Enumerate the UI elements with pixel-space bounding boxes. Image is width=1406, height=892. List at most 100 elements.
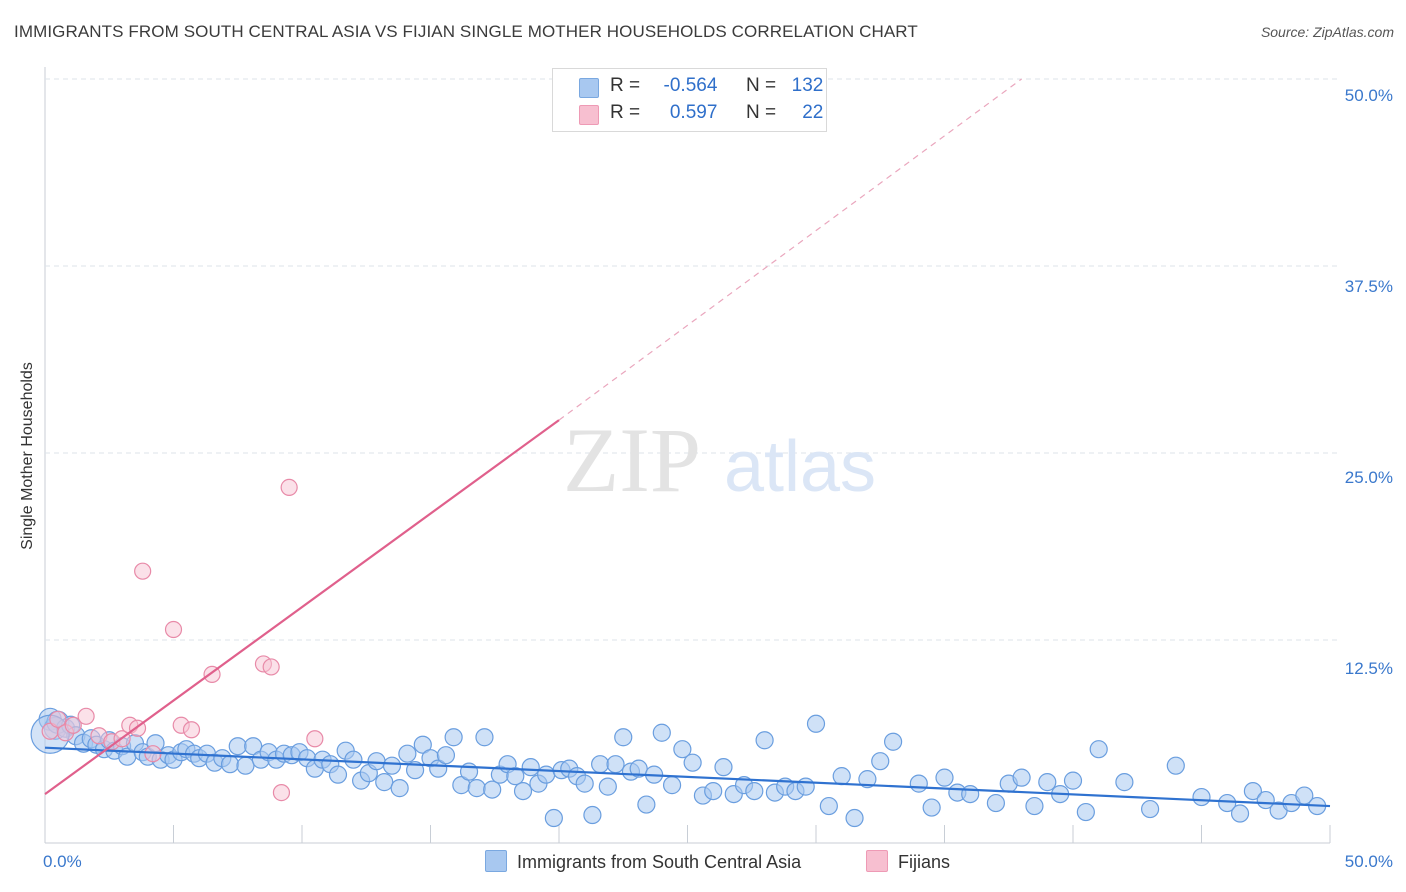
legend-r-label-2: R = — [610, 102, 641, 123]
blue-point — [413, 735, 432, 754]
blue-point — [591, 755, 610, 774]
legend-n-label-2: N = — [745, 102, 777, 123]
x-tick-label-50: 50.0% — [1344, 852, 1393, 871]
blue-point — [1166, 756, 1185, 775]
pink-point — [134, 562, 152, 580]
blue-point — [1115, 773, 1134, 792]
blue-point — [236, 756, 255, 775]
blue-point — [845, 808, 864, 828]
y-tick-label-25: 25.0% — [1344, 468, 1393, 487]
blue-point — [513, 781, 533, 801]
y-tick-label-37-5: 37.5% — [1344, 277, 1393, 296]
blue-point — [521, 758, 540, 777]
bottom-legend-series1: Immigrants from South Central Asia — [485, 850, 801, 873]
blue-point — [819, 796, 838, 816]
pink-point — [64, 716, 82, 734]
blue-point — [883, 732, 903, 751]
pink-point — [164, 620, 183, 639]
correlation-legend: R = -0.564 N = 132 R = 0.597 N = 22 — [552, 68, 827, 132]
watermark-atlas: atlas — [724, 427, 876, 507]
pink-point — [280, 478, 298, 497]
blue-point — [961, 784, 980, 804]
pink-trend-line — [44, 419, 560, 795]
blue-point — [328, 765, 348, 784]
blue-point — [598, 777, 617, 796]
bottom-legend-swatch-blue — [485, 850, 507, 872]
watermark-zip: ZIP — [563, 409, 701, 511]
bottom-legend-series2: Fijians — [866, 850, 950, 873]
pink-point — [49, 710, 67, 728]
blue-point — [390, 779, 409, 798]
source-label: Source: ZipAtlas.com — [1260, 24, 1394, 40]
blue-point — [806, 714, 826, 733]
pink-point — [272, 783, 291, 802]
blue-point — [444, 728, 463, 747]
blue-point — [858, 770, 877, 789]
blue-point — [909, 774, 928, 793]
blue-point — [606, 755, 625, 774]
legend-n-value-blue: 132 — [791, 75, 824, 96]
legend-n-value-pink: 22 — [802, 102, 824, 123]
blue-point — [871, 752, 890, 771]
blue-point — [1038, 773, 1057, 792]
legend-r-value-blue: -0.564 — [663, 75, 718, 96]
blue-point — [575, 774, 594, 793]
blue-point — [652, 723, 671, 742]
blue-point — [745, 781, 764, 801]
legend-swatch-blue — [579, 78, 599, 98]
blue-point — [832, 767, 851, 786]
blue-point — [1140, 799, 1160, 819]
blue-point — [1192, 787, 1211, 807]
legend-swatch-pink — [579, 105, 599, 125]
pink-point — [77, 707, 95, 725]
blue-point — [537, 765, 556, 784]
blue-point — [506, 767, 525, 786]
blue-point — [1012, 768, 1031, 787]
blue-point — [398, 744, 417, 763]
blue-point — [714, 758, 733, 777]
blue-point — [704, 781, 723, 801]
blue-point — [673, 740, 692, 759]
blue-point — [344, 750, 363, 769]
blue-point — [405, 761, 425, 780]
blue-point — [755, 731, 774, 750]
blue-point — [637, 795, 656, 814]
blue-point — [629, 759, 648, 778]
blue-point — [796, 777, 815, 796]
blue-point — [935, 768, 954, 787]
y-tick-label-50: 50.0% — [1344, 86, 1393, 105]
x-tick-label-0: 0.0% — [43, 852, 82, 871]
pink-trend-extension — [558, 78, 1022, 421]
blue-point — [614, 728, 633, 747]
blue-point — [1218, 793, 1237, 813]
blue-point — [220, 755, 240, 774]
blue-point — [1089, 740, 1108, 759]
y-tick-label-12-5: 12.5% — [1344, 659, 1393, 678]
y-axis-label: Single Mother Households — [19, 362, 36, 550]
bottom-legend-label-1: Immigrants from South Central Asia — [517, 852, 802, 872]
blue-point — [583, 805, 602, 825]
blue-point — [544, 808, 563, 828]
blue-point — [244, 737, 263, 756]
blue-point — [467, 779, 486, 798]
blue-point — [436, 746, 456, 765]
pink-point — [182, 721, 201, 739]
blue-point — [922, 798, 941, 817]
blue-point — [986, 793, 1006, 813]
blue-point — [483, 780, 502, 799]
pink-point — [306, 730, 324, 748]
blue-point — [1063, 771, 1083, 790]
blue-point — [375, 773, 394, 792]
blue-trend-line — [44, 746, 1331, 808]
blue-point — [1230, 804, 1250, 823]
legend-r-label: R = — [610, 75, 641, 96]
bottom-legend-label-2: Fijians — [898, 852, 951, 872]
blue-point — [475, 728, 494, 747]
legend-r-value-pink: 0.597 — [669, 102, 718, 123]
blue-point — [1025, 796, 1044, 816]
chart-title: IMMIGRANTS FROM SOUTH CENTRAL ASIA VS FI… — [14, 22, 918, 41]
pink-point — [262, 658, 280, 676]
blue-point — [662, 776, 682, 795]
blue-point — [683, 753, 702, 772]
